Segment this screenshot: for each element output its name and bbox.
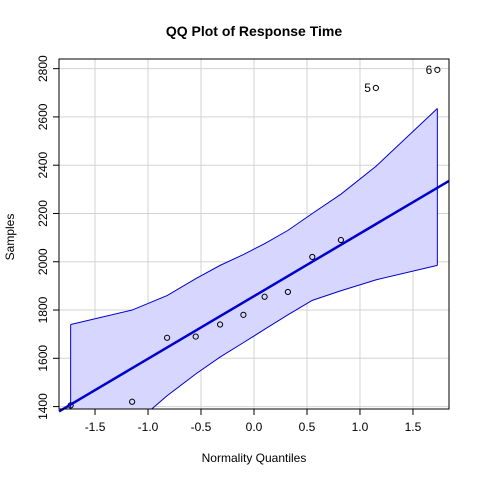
data-point — [216, 321, 224, 328]
point-label-6: 6 — [426, 63, 433, 77]
confidence-band-lower — [150, 264, 438, 409]
x-tick-label: 1.0 — [352, 420, 369, 434]
x-tick-label: 0.0 — [246, 420, 263, 434]
data-point — [240, 311, 247, 318]
y-tick-label: 2800 — [36, 55, 50, 82]
point-label-5: 5 — [364, 81, 371, 95]
x-tick-label: -1.5 — [85, 420, 106, 434]
chart-title: QQ Plot of Response Time — [166, 23, 343, 39]
data-point — [261, 293, 268, 300]
data-point — [337, 236, 345, 244]
data-point — [192, 333, 199, 340]
data-point — [284, 288, 292, 296]
plot-content — [59, 59, 449, 409]
x-tick-label: -1.0 — [138, 420, 159, 434]
y-tick-label: 2600 — [36, 103, 50, 130]
confidence-band — [70, 108, 438, 409]
data-point — [163, 334, 171, 341]
y-tick-label: 1600 — [36, 345, 50, 372]
x-tick-label: 1.5 — [405, 420, 422, 434]
confidence-band-upper — [70, 108, 438, 326]
y-tick-label: 1800 — [36, 296, 50, 323]
x-axis-label: Normality Quantiles — [202, 451, 307, 465]
x-tick-label: -0.5 — [191, 420, 212, 434]
data-point — [372, 84, 379, 92]
plot-area: 5 6 -1.5 -1.0 -0.5 0.0 0.5 1.0 1.5 1400 1600 1800 20… — [36, 55, 450, 434]
reference-line — [58, 179, 450, 413]
data-point — [434, 66, 441, 73]
y-tick-label: 2000 — [36, 248, 50, 275]
y-tick-label: 1400 — [36, 393, 50, 420]
y-tick-label: 2200 — [36, 200, 50, 227]
y-axis-label: Samples — [3, 214, 17, 261]
y-tick-label: 2400 — [36, 152, 50, 179]
data-point — [309, 253, 316, 261]
x-tick-label: 0.5 — [299, 420, 316, 434]
data-point — [129, 398, 136, 405]
